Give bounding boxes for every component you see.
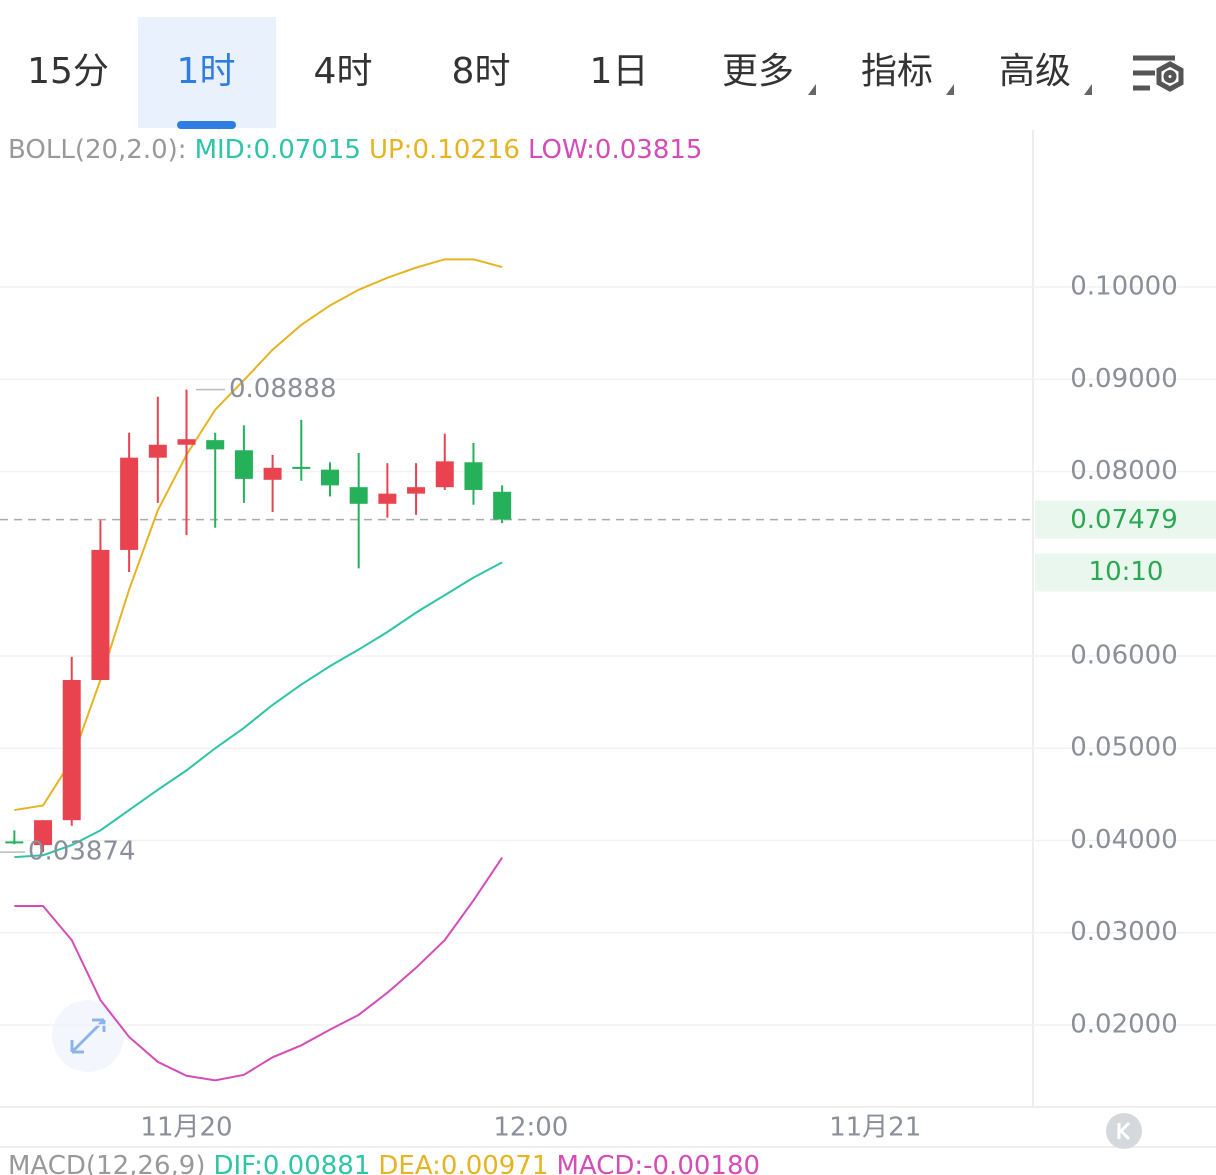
candle-body: [234, 450, 253, 479]
tab[interactable]: 高级: [999, 51, 1071, 92]
candle-body: [120, 457, 139, 550]
candle-body: [206, 440, 225, 450]
x-tick-label: 12:00: [493, 1113, 568, 1143]
tab[interactable]: 8时: [452, 51, 511, 92]
last-price-label: 0.07479: [1070, 505, 1178, 535]
candle-body: [493, 491, 512, 520]
candle-body: [320, 469, 339, 486]
boll-line: [14, 561, 503, 859]
y-tick-label: 0.06000: [1070, 640, 1178, 670]
y-tick-label: 0.09000: [1070, 364, 1178, 394]
boll-line: [14, 258, 503, 812]
tab[interactable]: 1时: [177, 51, 236, 92]
candle-body: [148, 444, 167, 458]
candle-body: [177, 439, 196, 445]
candle-body: [292, 466, 311, 469]
candle-body: [263, 467, 282, 480]
legend-item: LOW:0.03815: [528, 135, 702, 165]
y-tick-label: 0.04000: [1070, 825, 1178, 855]
candle-body: [34, 820, 53, 846]
macd-legend: MACD(12,26,9) DIF:0.00881 DEA:0.00971 MACD:…: [8, 1151, 760, 1175]
y-tick-label: 0.05000: [1070, 733, 1178, 763]
scroll-latest-icon: [1117, 1121, 1131, 1141]
tab-underline: [177, 121, 236, 129]
candle-body: [407, 487, 426, 494]
legend-item: MACD(12,26,9): [8, 1151, 205, 1175]
dropdown-arrows: [808, 84, 1092, 95]
boll-line: [14, 857, 503, 1082]
x-tick-label: 11月20: [140, 1113, 232, 1143]
candle-body: [435, 461, 454, 488]
candle-body: [349, 487, 368, 504]
tab[interactable]: 4时: [314, 51, 373, 92]
candle-body: [5, 841, 24, 844]
tab[interactable]: 指标: [861, 51, 933, 92]
candle-body: [378, 493, 397, 504]
x-tick-label: 11月21: [829, 1113, 921, 1143]
min-label: 0.03874: [28, 837, 136, 867]
countdown: 10:10: [1089, 557, 1164, 587]
tab[interactable]: 15分: [27, 51, 109, 92]
y-tick-label: 0.02000: [1070, 1009, 1178, 1039]
tab[interactable]: 更多: [722, 51, 794, 92]
candle-body: [464, 462, 483, 490]
expand-icon: [70, 1018, 106, 1054]
y-tick-label: 0.08000: [1070, 456, 1178, 486]
legend-item: DIF:0.00881: [213, 1151, 370, 1175]
scroll-latest-button[interactable]: [1106, 1113, 1142, 1149]
max-label: 0.08888: [229, 374, 337, 404]
last-price-box: [1035, 500, 1216, 539]
boll-legend: BOLL(20,2.0): MID:0.07015 UP:0.10216 LOW:0.…: [8, 135, 702, 165]
countdown-box: [1035, 553, 1216, 592]
tab-highlight: [138, 17, 276, 128]
legend-item: DEA:0.00971: [378, 1151, 548, 1175]
legend-item: MID:0.07015: [195, 135, 361, 165]
tab[interactable]: 1日: [590, 51, 649, 92]
legend-item: BOLL(20,2.0):: [8, 135, 187, 165]
legend-item: MACD:-0.00180: [556, 1151, 760, 1175]
y-tick-label: 0.10000: [1070, 272, 1178, 302]
candle-body: [62, 679, 81, 821]
candle-body: [91, 549, 110, 680]
y-tick-label: 0.03000: [1070, 917, 1178, 947]
settings-icon[interactable]: [1133, 55, 1184, 92]
legend-item: UP:0.10216: [369, 135, 520, 165]
